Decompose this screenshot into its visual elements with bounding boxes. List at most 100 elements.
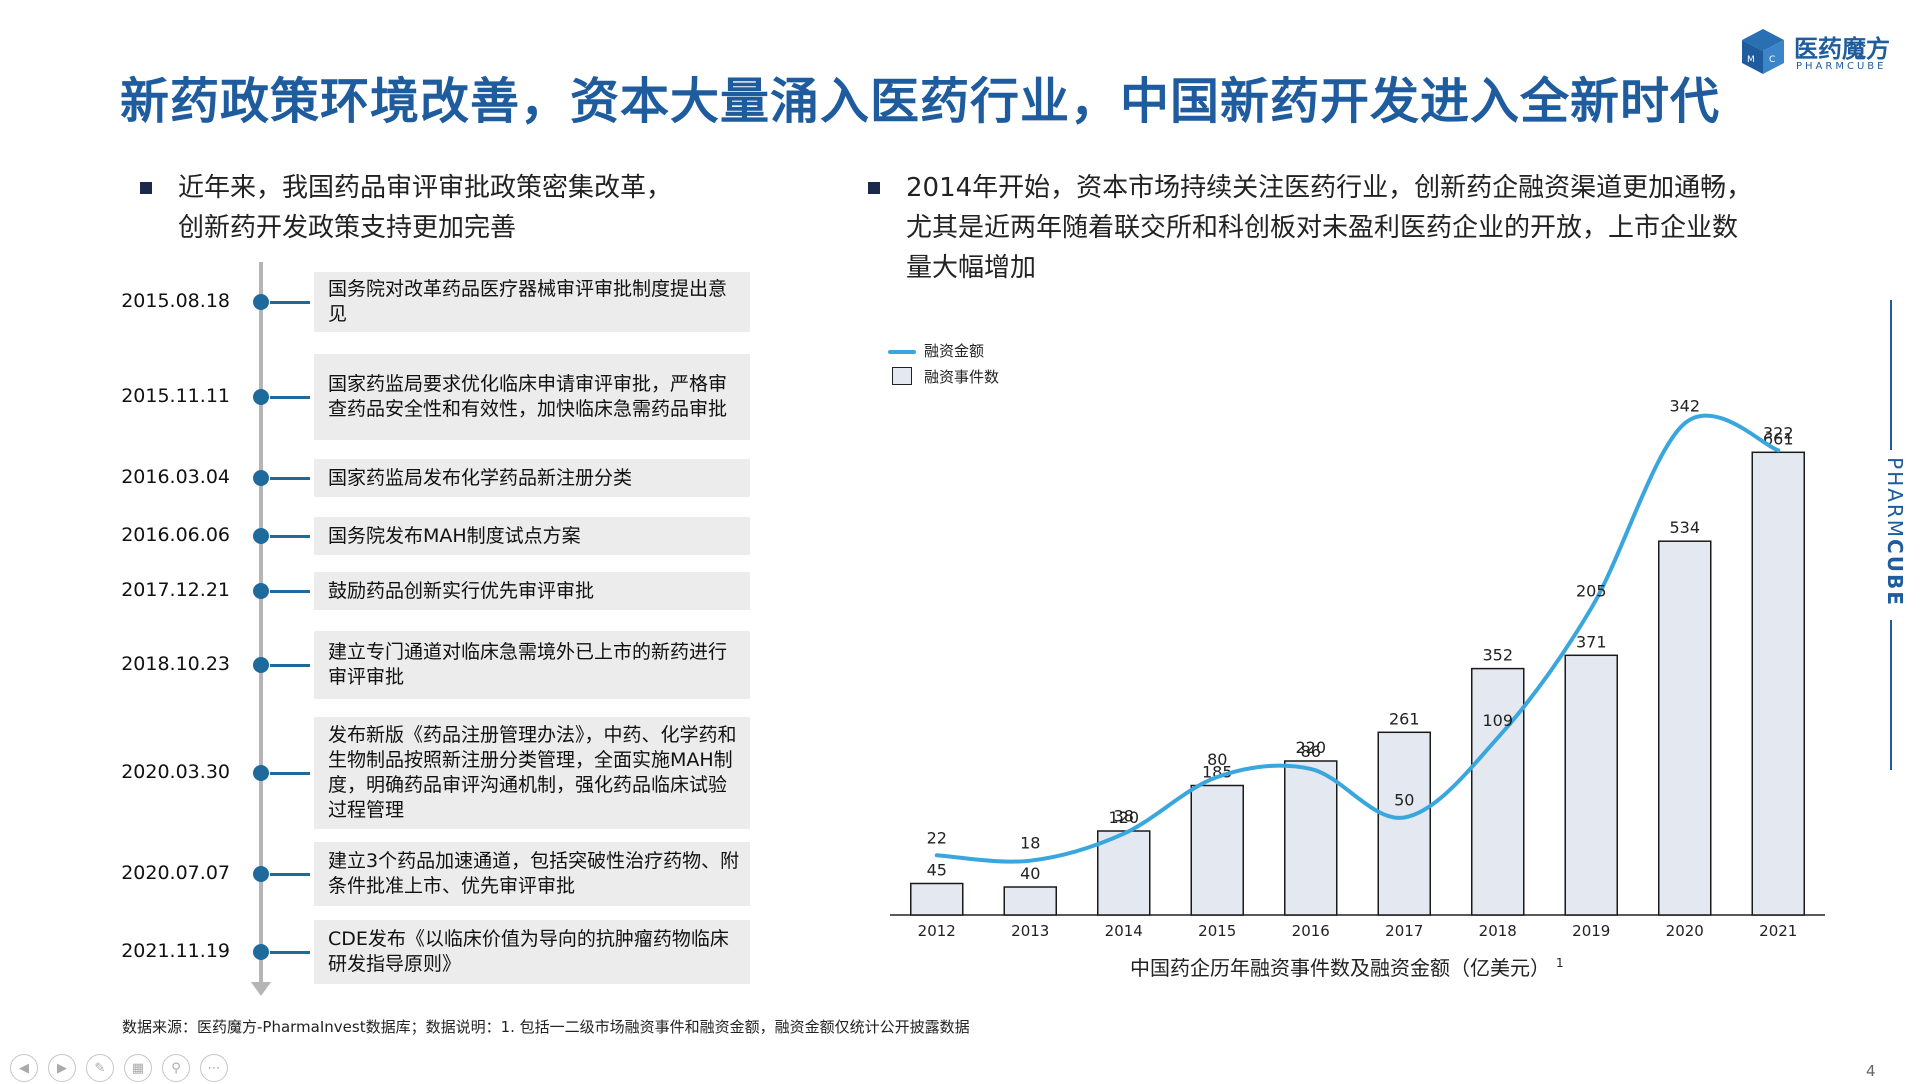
bar [1658, 540, 1712, 916]
line-value-label: 322 [1763, 423, 1794, 442]
bar [1471, 667, 1525, 916]
timeline-arrow-icon [251, 982, 271, 996]
x-tick-label: 2019 [1572, 922, 1610, 940]
timeline-axis [259, 262, 263, 984]
timeline-event: 国家药监局要求优化临床申请审评审批，严格审查药品安全性和有效性，加快临床急需药品… [314, 354, 750, 440]
bar-value-label: 40 [1020, 864, 1040, 883]
timeline-event: CDE发布《以临床价值为导向的抗肿瘤药物临床研发指导原则》 [314, 920, 750, 984]
line-value-label: 109 [1482, 711, 1513, 730]
timeline-dot [253, 657, 269, 673]
legend-bar-swatch [892, 367, 912, 385]
timeline-date: 2015.08.18 [121, 290, 230, 312]
line-value-label: 342 [1669, 396, 1700, 415]
line-value-label: 22 [927, 828, 947, 847]
bar-value-label: 185 [1202, 763, 1233, 782]
right-bullet-line-1: 2014年开始，资本市场持续关注医药行业，创新药企融资渠道更加通畅， [906, 173, 1753, 203]
chart-x-caption: 中国药企历年融资事件数及融资金额（亿美元） 1 [1130, 952, 1564, 981]
line-value-label: 50 [1394, 791, 1414, 810]
left-bullet-line-1: 近年来，我国药品审评审批政策密集改革， [178, 173, 673, 203]
x-tick-label: 2020 [1666, 922, 1704, 940]
timeline-date: 2020.07.07 [121, 862, 230, 884]
right-bullet-line-3: 量大幅增加 [906, 253, 1037, 283]
timeline-event: 国务院发布MAH制度试点方案 [314, 517, 750, 555]
bar-value-label: 261 [1389, 709, 1420, 728]
x-tick-label: 2017 [1385, 922, 1423, 940]
bullet-square-icon [868, 182, 880, 194]
timeline-connector [270, 951, 310, 954]
side-brand-rule [1890, 300, 1892, 450]
svg-text:C: C [1769, 55, 1775, 65]
side-brand: PHARMCUBE [1878, 300, 1907, 770]
timeline-event: 鼓励药品创新实行优先审评审批 [314, 572, 750, 610]
timeline-dot [253, 944, 269, 960]
right-bullet-text: 2014年开始，资本市场持续关注医药行业，创新药企融资渠道更加通畅， 尤其是近两… [906, 168, 1752, 288]
timeline-event: 建立3个药品加速通道，包括突破性治疗药物、附条件批准上市、优先审评审批 [314, 842, 750, 906]
bar [1377, 731, 1431, 916]
line-value-label: 86 [1301, 742, 1321, 761]
grid-icon[interactable]: ▦ [124, 1054, 152, 1082]
timeline-dot [253, 583, 269, 599]
timeline-date: 2015.11.11 [121, 385, 230, 407]
bar-value-label: 534 [1669, 518, 1700, 537]
x-tick-label: 2015 [1198, 922, 1236, 940]
x-tick-label: 2021 [1759, 922, 1797, 940]
timeline-dot [253, 470, 269, 486]
brand-logo: M C 医药魔方 PHARMCUBE [1738, 22, 1908, 82]
timeline-date: 2020.03.30 [121, 761, 230, 783]
timeline-dot [253, 528, 269, 544]
timeline-connector [270, 772, 310, 775]
bar-value-label: 352 [1482, 646, 1513, 665]
timeline-date: 2016.06.06 [121, 524, 230, 546]
bar [1097, 830, 1151, 916]
right-bullet: 2014年开始，资本市场持续关注医药行业，创新药企融资渠道更加通畅， 尤其是近两… [868, 168, 1868, 292]
timeline-dot [253, 389, 269, 405]
bar [910, 882, 964, 916]
left-bullet-line-2: 创新药开发政策支持更加完善 [178, 213, 517, 243]
prev-icon[interactable]: ◀ [10, 1054, 38, 1082]
line-value-label: 80 [1207, 750, 1227, 769]
legend-funding-amount: 融资金额 [924, 342, 985, 360]
x-tick-label: 2018 [1479, 922, 1517, 940]
timeline-connector [270, 590, 310, 593]
side-brand-word: PHARMCUBE [1883, 447, 1907, 617]
timeline-dot [253, 765, 269, 781]
side-brand-part2: CUBE [1883, 539, 1907, 607]
next-icon[interactable]: ▶ [48, 1054, 76, 1082]
left-bullet-text: 近年来，我国药品审评审批政策密集改革， 创新药开发政策支持更加完善 [178, 168, 672, 248]
bar [1284, 760, 1338, 916]
funding-amount-line [934, 413, 1781, 864]
timeline-date: 2021.11.19 [121, 940, 230, 962]
left-bullet: 近年来，我国药品审评审批政策密集改革， 创新药开发政策支持更加完善 [140, 168, 840, 250]
bar [1751, 451, 1805, 916]
x-tick-label: 2016 [1292, 922, 1330, 940]
bar-value-label: 45 [927, 861, 947, 880]
bar-value-label: 661 [1763, 429, 1794, 448]
zoom-icon[interactable]: ⚲ [162, 1054, 190, 1082]
x-tick-label: 2014 [1105, 922, 1143, 940]
legend-funding-events: 融资事件数 [924, 368, 1000, 386]
timeline-connector [270, 535, 310, 538]
cube-logo-icon: M C [1742, 29, 1784, 74]
bar [1003, 886, 1057, 916]
timeline-dot [253, 294, 269, 310]
right-bullet-line-2: 尤其是近两年随着联交所和科创板对未盈利医药企业的开放，上市企业数 [906, 213, 1739, 243]
side-brand-part1: PHARM [1883, 457, 1907, 540]
line-value-label: 205 [1576, 581, 1607, 600]
more-icon[interactable]: ⋯ [200, 1054, 228, 1082]
timeline-event: 国务院对改革药品医疗器械审评审批制度提出意见 [314, 272, 750, 332]
logo-name: 医药魔方 [1794, 35, 1890, 63]
timeline-event: 发布新版《药品注册管理办法》，中药、化学药和生物制品按照新注册分类管理，全面实施… [314, 717, 750, 829]
timeline-date: 2018.10.23 [121, 653, 230, 675]
bar-value-label: 120 [1108, 808, 1139, 827]
chart-xlabel-note: 1 [1556, 956, 1564, 971]
svg-text:M: M [1747, 55, 1755, 65]
timeline-connector [270, 664, 310, 667]
bar-value-label: 371 [1576, 632, 1607, 651]
legend-line-swatch [888, 350, 916, 354]
line-value-label: 38 [1114, 807, 1134, 826]
bar [1190, 784, 1244, 916]
pen-icon[interactable]: ✎ [86, 1054, 114, 1082]
line-value-label: 18 [1020, 834, 1040, 853]
timeline-dot [253, 866, 269, 882]
side-brand-rule [1890, 620, 1892, 770]
